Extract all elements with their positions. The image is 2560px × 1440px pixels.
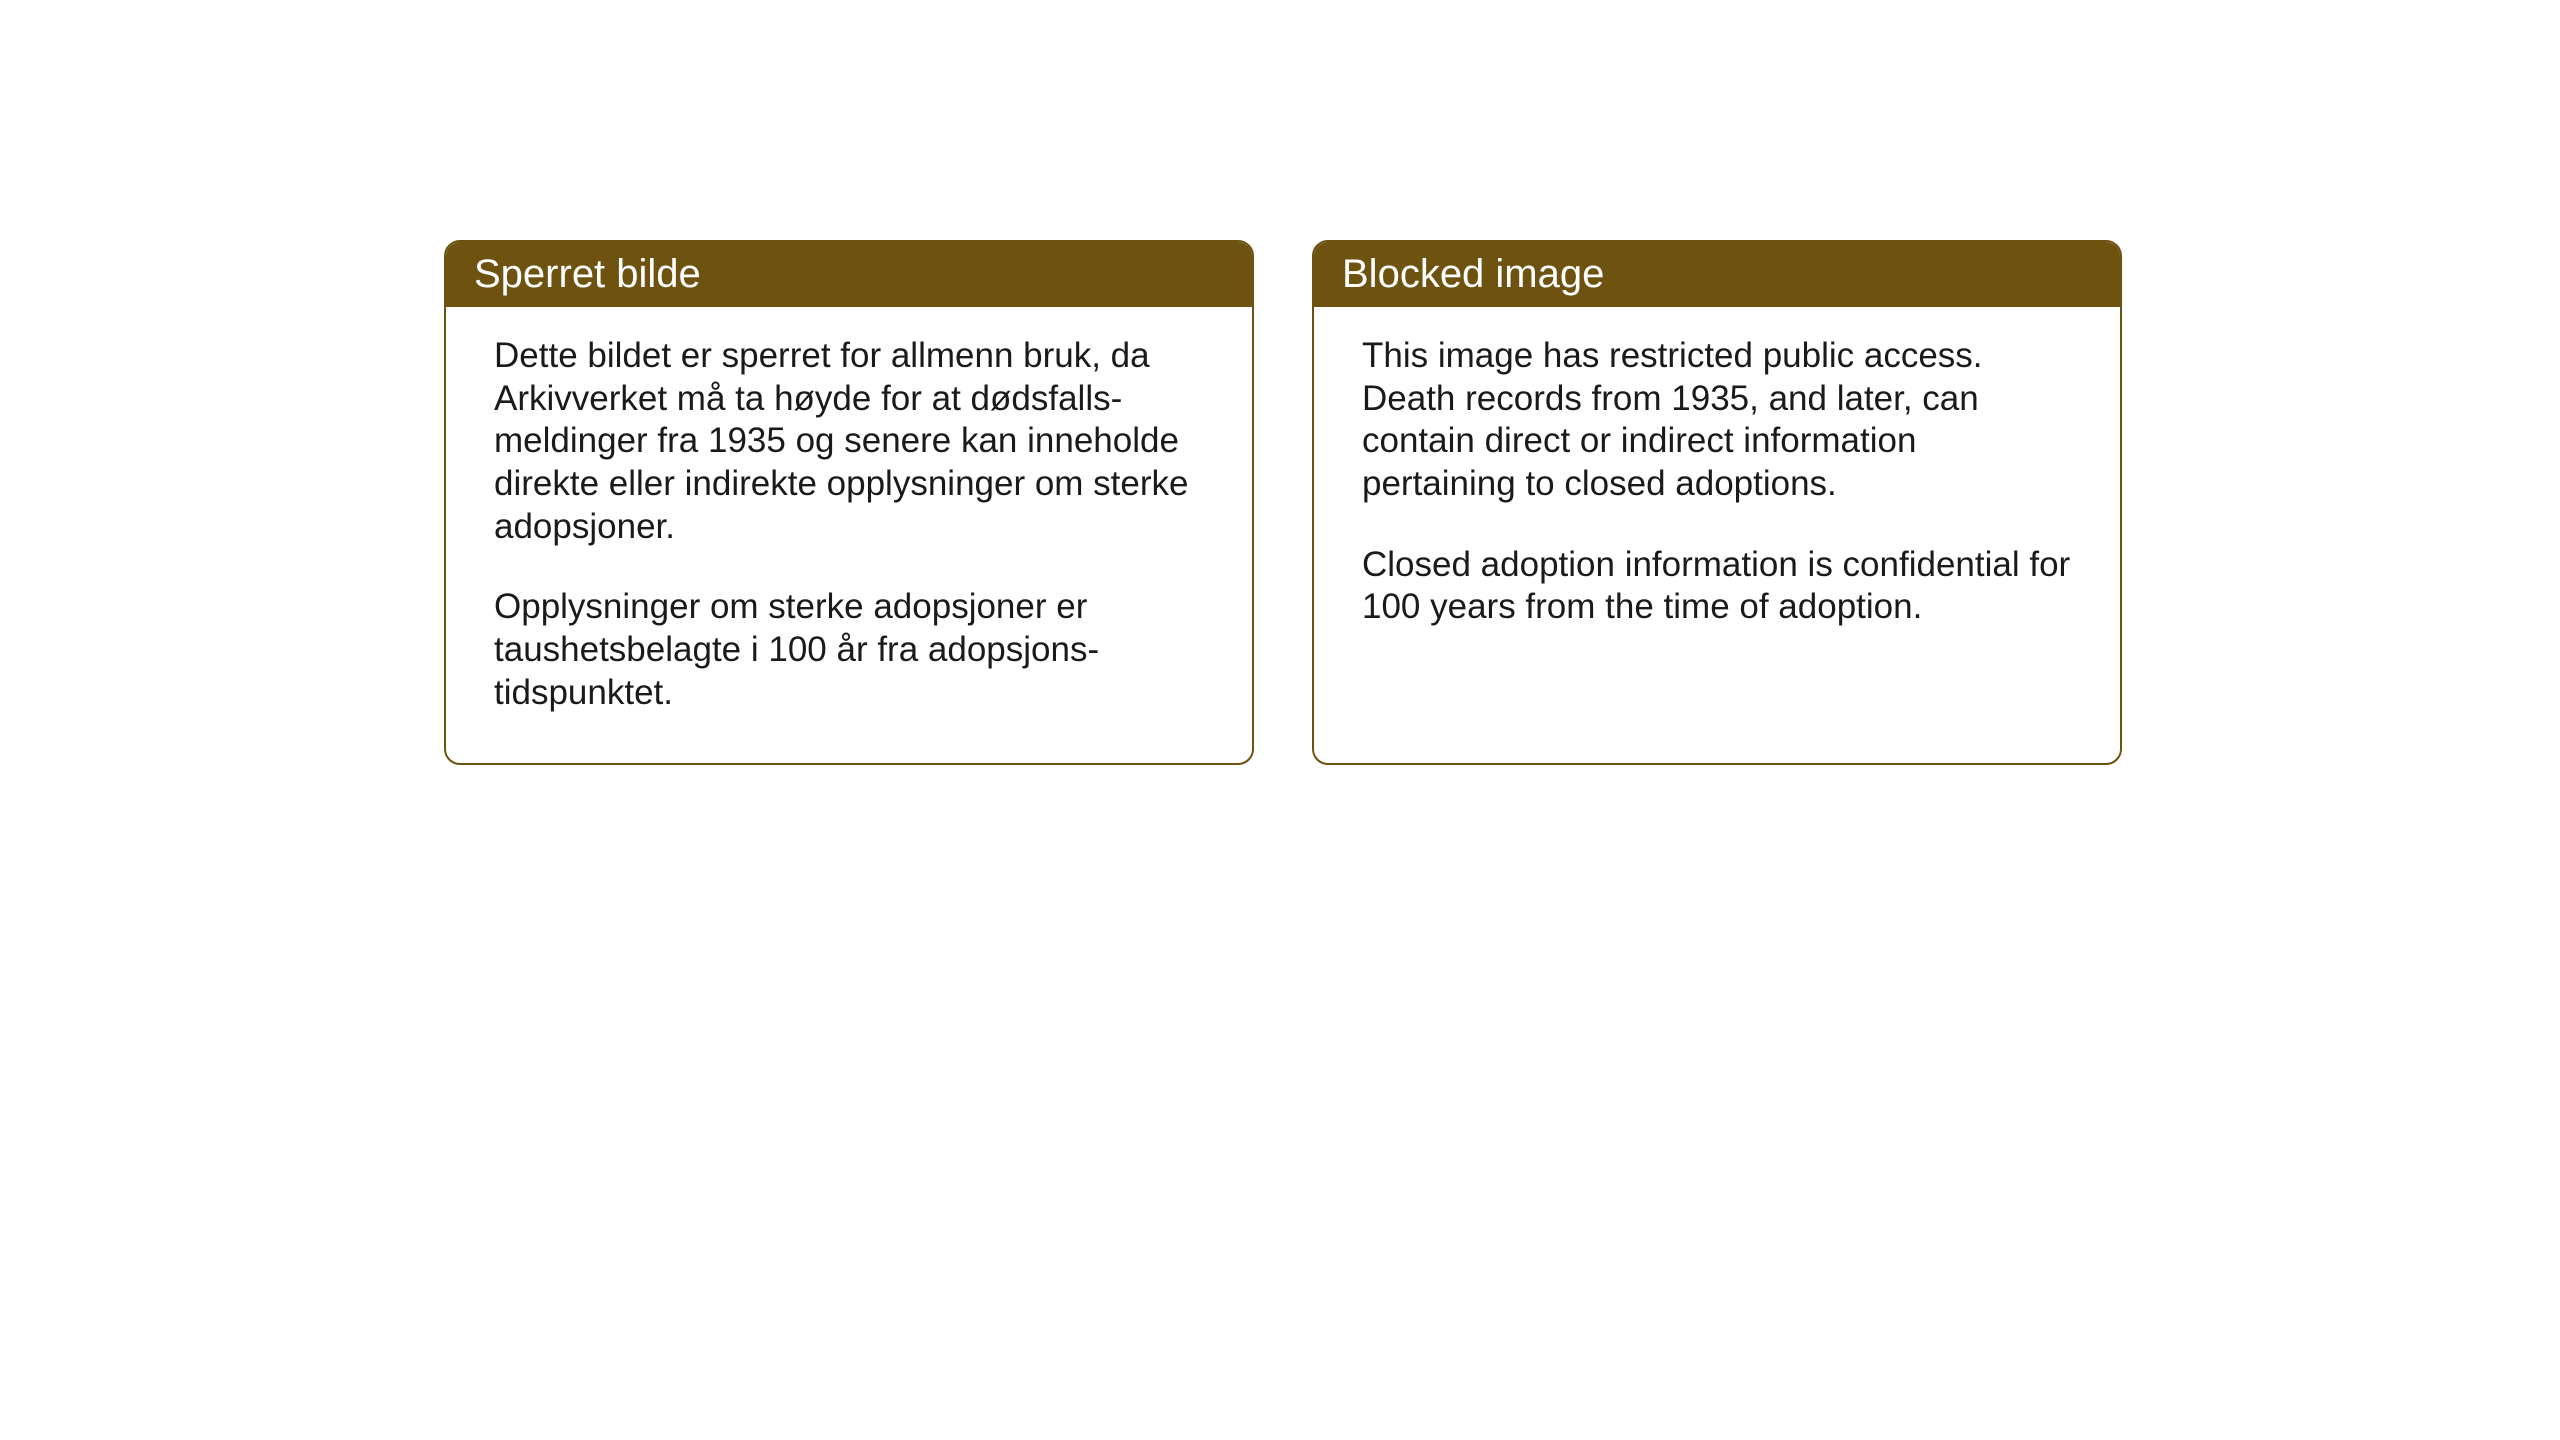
norwegian-paragraph-1: Dette bildet er sperret for allmenn bruk… xyxy=(494,335,1204,548)
norwegian-paragraph-2: Opplysninger om sterke adopsjoner er tau… xyxy=(494,586,1204,714)
norwegian-card-title: Sperret bilde xyxy=(446,242,1252,307)
norwegian-notice-card: Sperret bilde Dette bildet er sperret fo… xyxy=(444,240,1254,765)
english-notice-card: Blocked image This image has restricted … xyxy=(1312,240,2122,765)
english-card-body: This image has restricted public access.… xyxy=(1314,307,2120,677)
english-card-title: Blocked image xyxy=(1314,242,2120,307)
english-paragraph-1: This image has restricted public access.… xyxy=(1362,335,2072,506)
norwegian-card-body: Dette bildet er sperret for allmenn bruk… xyxy=(446,307,1252,763)
notice-container: Sperret bilde Dette bildet er sperret fo… xyxy=(444,240,2122,765)
english-paragraph-2: Closed adoption information is confident… xyxy=(1362,544,2072,629)
